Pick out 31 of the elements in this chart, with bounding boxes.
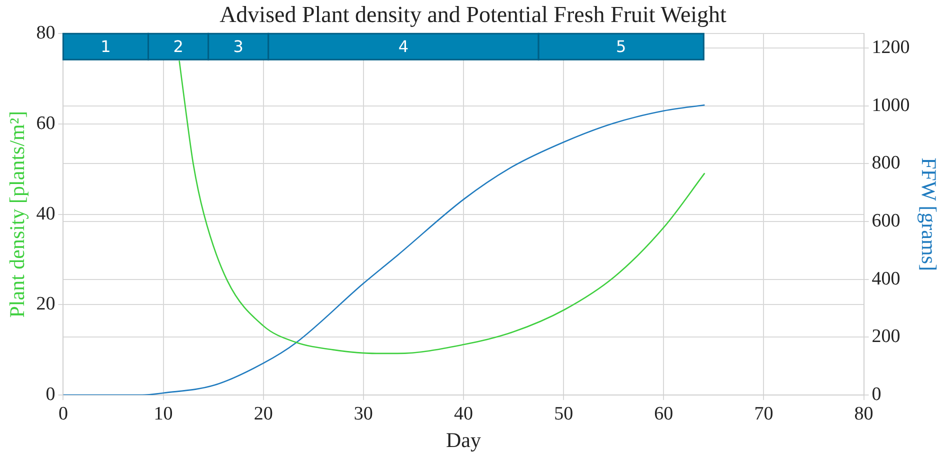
line-series [63,104,706,395]
y2-tick-label: 1200 [872,37,910,58]
y-axis-title: Plant density [plants/m²] [5,110,30,318]
x-tick-label: 30 [354,403,373,424]
y2-tick-label: 800 [872,152,900,174]
band-label: 4 [398,36,409,56]
band-label: 3 [233,36,244,56]
y2-axis-title: FFW [grams] [916,158,941,271]
x-tick-label: 60 [654,403,674,424]
band-label: 1 [100,36,111,56]
y-tick-label: 80 [36,22,56,44]
band-label: 2 [173,36,184,56]
y2-tick-label: 0 [872,384,882,405]
x-tick-label: 20 [254,403,273,424]
y2-tick-label: 600 [872,210,900,232]
y-tick-label: 40 [36,203,56,224]
x-tick-label: 10 [154,403,173,424]
x-tick-label: 40 [454,403,473,424]
band-label: 5 [616,36,626,56]
chart-title: Advised Plant density and Potential Fresh Fruit Weight [220,2,728,27]
y2-tick-label: 200 [872,326,900,348]
y-tick-label: 20 [36,294,56,315]
y-tick-label: 0 [46,384,56,405]
x-tick-label: 70 [754,403,774,424]
x-tick-label: 50 [554,403,574,424]
line-series [178,60,706,354]
y2-tick-label: 1000 [872,94,910,116]
x-tick-label: 80 [854,403,874,424]
y2-tick-label: 400 [872,268,900,290]
y-tick-label: 60 [36,112,56,134]
x-axis-title: Day [446,428,482,452]
